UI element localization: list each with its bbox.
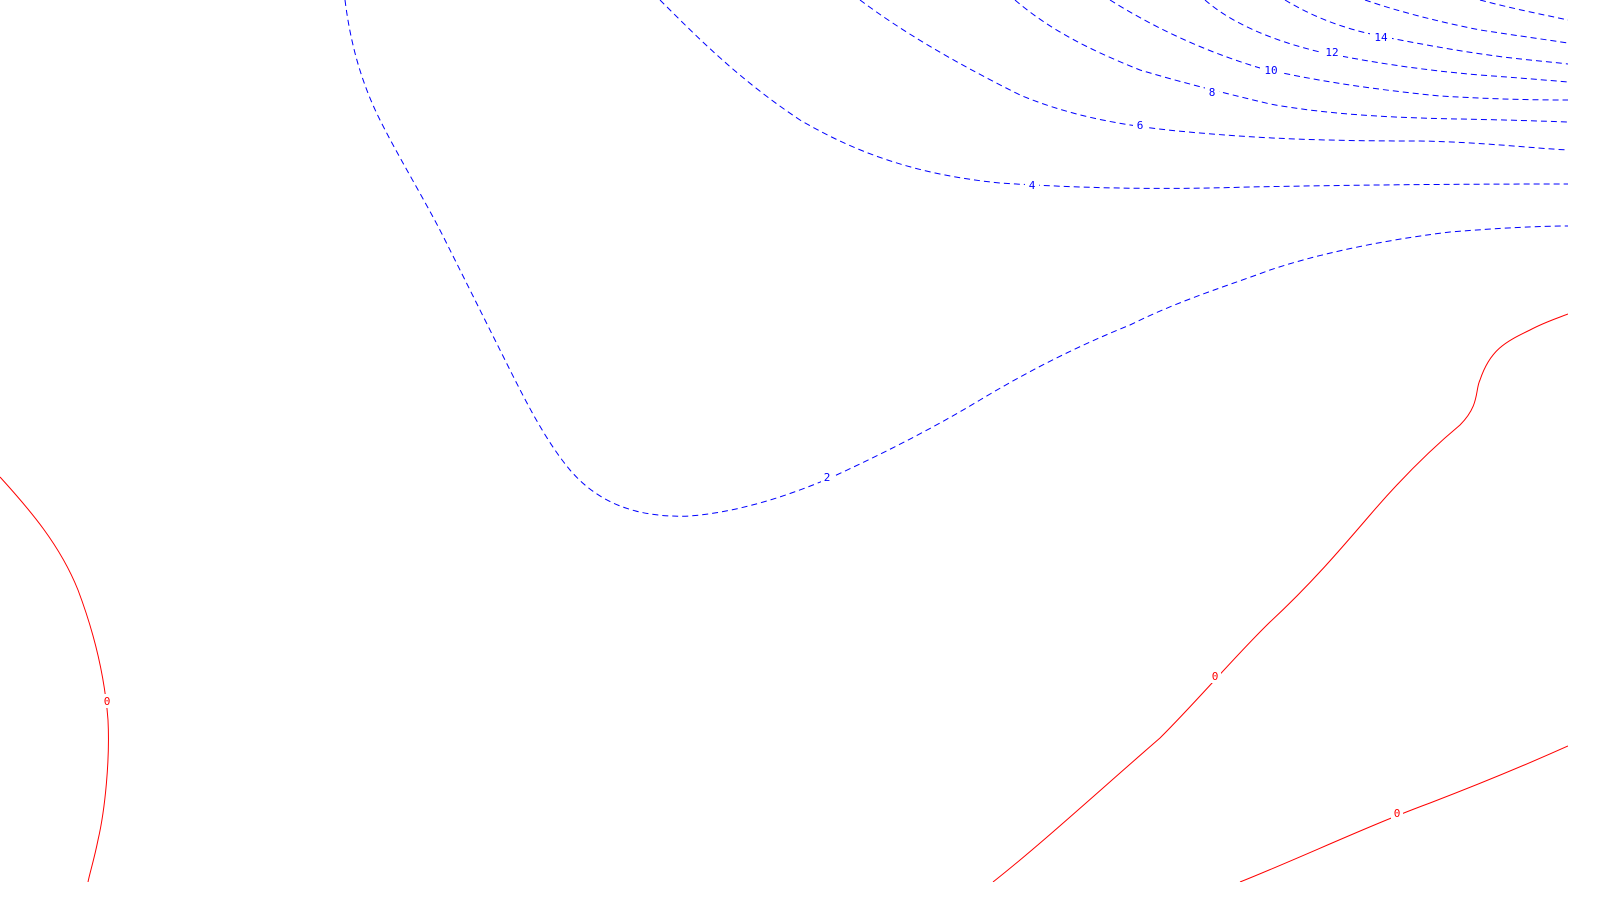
svg-text:0: 0	[104, 695, 111, 708]
zero-label-right: 0	[1391, 806, 1403, 820]
svg-text:10: 10	[1264, 64, 1277, 77]
contour-label-12: 12	[1321, 45, 1343, 59]
svg-text:4: 4	[1029, 179, 1036, 192]
contour-label-2: 2	[821, 470, 833, 484]
contour-label-8: 8	[1205, 85, 1219, 99]
contour-line-10	[1109, 0, 1568, 101]
contour-line-16	[1364, 0, 1568, 44]
svg-text:0: 0	[1394, 807, 1401, 820]
contour-line-12	[1204, 0, 1568, 83]
zero-contour-right	[1239, 745, 1568, 882]
svg-text:2: 2	[824, 471, 831, 484]
zero-contour-middle	[992, 313, 1568, 882]
contour-label-10: 10	[1260, 63, 1282, 77]
contour-line-6	[859, 0, 1568, 151]
svg-text:6: 6	[1137, 119, 1144, 132]
svg-text:14: 14	[1374, 31, 1388, 44]
svg-text:0: 0	[1212, 670, 1219, 683]
contour-plot: 2 4 6 8 10 12 14 0 0 0	[0, 0, 1568, 882]
contour-line-18	[1479, 0, 1568, 21]
contour-label-4: 4	[1025, 178, 1039, 192]
contour-line-14	[1284, 0, 1568, 65]
zero-contour-left	[0, 476, 109, 882]
zero-label-left: 0	[101, 694, 113, 708]
contour-label-6: 6	[1133, 118, 1147, 132]
zero-label-middle: 0	[1209, 669, 1221, 683]
contour-label-14: 14	[1370, 30, 1392, 44]
svg-text:8: 8	[1209, 86, 1216, 99]
contour-line-2	[344, 0, 1568, 517]
contour-line-8	[1014, 0, 1568, 123]
svg-text:12: 12	[1325, 46, 1338, 59]
contour-line-4	[659, 0, 1568, 189]
